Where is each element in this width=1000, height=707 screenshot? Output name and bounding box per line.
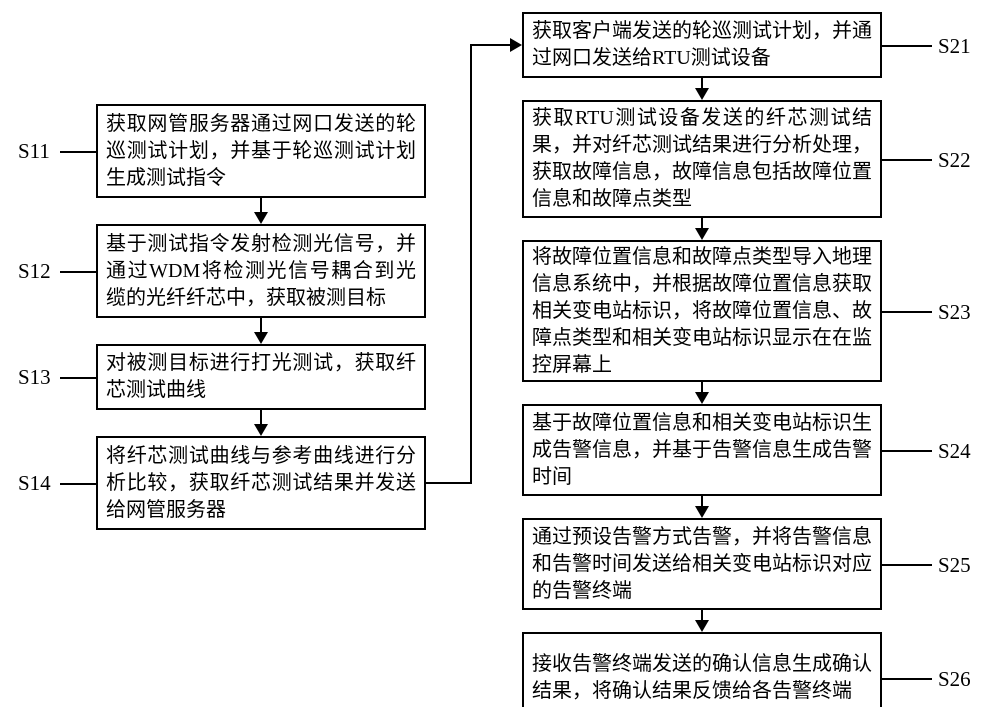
step-s25: 通过预设告警方式告警，并将告警信息和告警时间发送给相关变电站标识对应的告警终端 <box>522 518 882 610</box>
arrow-down-icon <box>695 88 709 100</box>
step-s12: 基于测试指令发射检测光信号，并通过WDM将检测光信号耦合到光缆的光纤纤芯中，获取… <box>96 224 426 318</box>
flow-line <box>470 44 472 484</box>
label-s26: S26 <box>938 667 971 692</box>
label-s12: S12 <box>18 259 51 284</box>
arrow-down-icon <box>254 424 268 436</box>
step-s13: 对被测目标进行打光测试，获取纤芯测试曲线 <box>96 344 426 410</box>
connector-line <box>882 311 932 313</box>
connector-line <box>60 151 96 153</box>
step-s22: 获取RTU测试设备发送的纤芯测试结果，并对纤芯测试结果进行分析处理，获取故障信息… <box>522 100 882 218</box>
connector-line <box>882 159 932 161</box>
label-s25: S25 <box>938 553 971 578</box>
arrow-down-icon <box>695 620 709 632</box>
connector-line <box>882 450 932 452</box>
arrow-down-icon <box>695 228 709 240</box>
arrow-down-icon <box>254 332 268 344</box>
connector-line <box>60 271 96 273</box>
step-s11: 获取网管服务器通过网口发送的轮巡测试计划，并基于轮巡测试计划生成测试指令 <box>96 104 426 198</box>
flow-line <box>426 482 472 484</box>
arrow-right-icon <box>510 38 522 52</box>
step-s14: 将纤芯测试曲线与参考曲线进行分析比较，获取纤芯测试结果并发送给网管服务器 <box>96 436 426 530</box>
label-s14: S14 <box>18 471 51 496</box>
flowchart-canvas: 获取网管服务器通过网口发送的轮巡测试计划，并基于轮巡测试计划生成测试指令 基于测… <box>0 0 1000 707</box>
label-s24: S24 <box>938 439 971 464</box>
arrow-down-icon <box>695 392 709 404</box>
connector-line <box>60 377 96 379</box>
arrow-down-icon <box>695 506 709 518</box>
step-s23: 将故障位置信息和故障点类型导入地理信息系统中，并根据故障位置信息获取相关变电站标… <box>522 240 882 382</box>
connector-line <box>882 564 932 566</box>
step-s26: 接收告警终端发送的确认信息生成确认结果，将确认结果反馈给各告警终端 <box>522 632 882 707</box>
connector-line <box>882 678 932 680</box>
step-s21: 获取客户端发送的轮巡测试计划，并通过网口发送给RTU测试设备 <box>522 12 882 78</box>
step-s24: 基于故障位置信息和相关变电站标识生成告警信息，并基于告警信息生成告警时间 <box>522 404 882 496</box>
label-s11: S11 <box>18 139 50 164</box>
flow-line <box>470 44 512 46</box>
connector-line <box>60 483 96 485</box>
label-s13: S13 <box>18 365 51 390</box>
label-s23: S23 <box>938 300 971 325</box>
arrow-down-icon <box>254 212 268 224</box>
connector-line <box>882 45 932 47</box>
label-s21: S21 <box>938 34 971 59</box>
label-s22: S22 <box>938 148 971 173</box>
